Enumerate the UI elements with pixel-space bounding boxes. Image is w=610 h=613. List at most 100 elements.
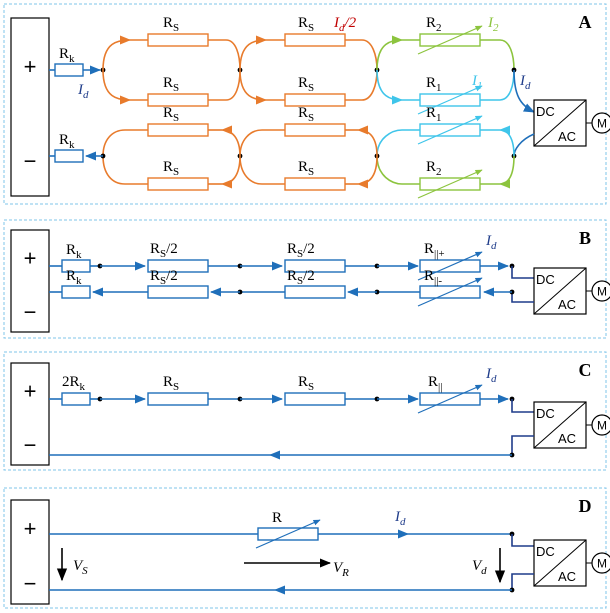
wire-c-conv-in [511, 399, 534, 413]
label-rk-b-bot: Rk [66, 268, 82, 287]
motor-icon [591, 280, 610, 302]
wire-a-gr-1 [376, 35, 404, 71]
resistor-rpar-plus-variable-arrow [417, 251, 483, 281]
wire-d-conv-out [511, 573, 534, 590]
wire-a-ortop-5 [239, 35, 268, 71]
label-rs-a-2: RS [163, 75, 179, 94]
converter-dc-label: DC [536, 406, 555, 421]
motor-icon [591, 414, 610, 436]
resistor-r2-a-bot-variable-arrow [417, 169, 483, 199]
resistor-rk-b-bot [61, 285, 91, 299]
negative-terminal-symbol: − [24, 300, 37, 325]
label-id-d: Id [394, 509, 406, 528]
label-id-a-out: Id [519, 73, 531, 92]
label-rs-a-7: RS [163, 105, 179, 124]
label-rs-a-4: RS [298, 75, 314, 94]
wire-a-orbot-4 [225, 69, 241, 101]
wire-a-gr-5 [498, 155, 515, 189]
positive-terminal-symbol: + [24, 516, 37, 541]
label-rs2-b-2: RS/2 [287, 241, 315, 260]
negative-terminal-symbol: − [24, 433, 37, 458]
panel-b-letter: B [579, 228, 591, 248]
wire-a-or-24 [102, 155, 126, 185]
resistor-rs-a-5 [284, 123, 346, 137]
label-r-d: R [272, 510, 282, 526]
motor-icon [591, 112, 610, 134]
wire-a-or-21 [220, 155, 241, 189]
wire-a-orbot-8 [361, 69, 378, 101]
wire-a-or-17 [220, 125, 241, 157]
motor-icon [591, 552, 610, 574]
resistor-rs-a-4 [284, 93, 346, 107]
label-rpar-minus: R||- [424, 268, 442, 287]
resistor-rk-a-top [54, 63, 84, 77]
label-id-half: Id/2 [333, 15, 357, 34]
wire-d-conv-in [511, 534, 534, 547]
label-vr: VR [333, 560, 349, 579]
resistor-rs-a-2 [147, 93, 209, 107]
converter-diagonal [533, 267, 587, 315]
label-id-c: Id [485, 366, 497, 385]
battery-box [10, 362, 50, 466]
positive-terminal-symbol: + [24, 379, 37, 404]
wire-a-cy-5 [498, 125, 515, 157]
label-rs2-b-4: RS/2 [150, 268, 178, 287]
resistor-rs-c-1 [147, 392, 209, 406]
negative-terminal-symbol: − [24, 571, 37, 596]
wire-a-cy-8 [376, 129, 403, 157]
label-rs-c-1: RS [163, 374, 179, 393]
panel-c-letter: C [579, 360, 592, 380]
wire-a-or-16 [239, 155, 263, 185]
label-vs: VS [73, 558, 88, 577]
label-rs-a-3: RS [298, 15, 314, 34]
wire-a-or-20 [102, 129, 126, 157]
panel-b-border [3, 219, 607, 339]
wire-a-or-9 [356, 125, 378, 157]
wire-a-gr-8 [376, 155, 403, 185]
resistor-r1-a-top-variable-arrow [417, 85, 483, 115]
label-rs2-b-3: RS/2 [287, 268, 315, 287]
wire-a-ortop-1 [102, 35, 132, 71]
wire-b-conv-out [511, 292, 534, 303]
label-id-b: Id [485, 233, 497, 252]
resistor-rs-c-2 [284, 392, 346, 406]
converter-dc-label: DC [536, 104, 555, 119]
resistor-r-d-variable-arrow [255, 519, 321, 549]
resistor-rs2-b-3 [284, 285, 346, 299]
converter-ac-label: AC [558, 129, 576, 144]
battery-box [10, 17, 50, 197]
label-i2-a: I2 [487, 15, 499, 34]
resistor-rpar-minus-variable-arrow [417, 277, 483, 307]
label-id-a-in: Id [77, 82, 89, 101]
converter-diagonal [533, 539, 587, 587]
label-r2-a-bot: R2 [426, 159, 442, 178]
label-vd: Vd [472, 558, 487, 577]
label-rs-a-8: RS [163, 159, 179, 178]
resistor-rs-a-1 [147, 33, 209, 47]
converter-diagonal [533, 401, 587, 449]
panel-a-border [3, 3, 607, 205]
converter-ac-label: AC [558, 431, 576, 446]
panel-d-border [3, 487, 607, 609]
resistor-rpar-c-variable-arrow [417, 384, 483, 414]
converter-ac-label: AC [558, 569, 576, 584]
wire-a-ortop-8 [361, 39, 378, 71]
wire-a-or-12 [239, 129, 263, 157]
wire-a-orbot-1 [102, 69, 132, 105]
label-rk-b-top: Rk [66, 242, 82, 261]
resistor-rs-a-6 [284, 177, 346, 191]
converter-dc-label: DC [536, 544, 555, 559]
label-rpar-c: R|| [428, 374, 442, 393]
motor-label: M [597, 557, 607, 571]
motor-label: M [597, 419, 607, 433]
positive-terminal-symbol: + [24, 54, 37, 79]
wire-a-orbot-5 [239, 69, 268, 105]
label-rs-a-6: RS [298, 159, 314, 178]
positive-terminal-symbol: + [24, 246, 37, 271]
resistor-r2-a-top-variable-arrow [417, 25, 483, 55]
resistor-r1-a-bot-variable-arrow [417, 115, 483, 145]
converter-diagonal [533, 99, 587, 147]
wire-a-cy-4 [499, 69, 515, 101]
label-rs-a-1: RS [163, 15, 179, 34]
